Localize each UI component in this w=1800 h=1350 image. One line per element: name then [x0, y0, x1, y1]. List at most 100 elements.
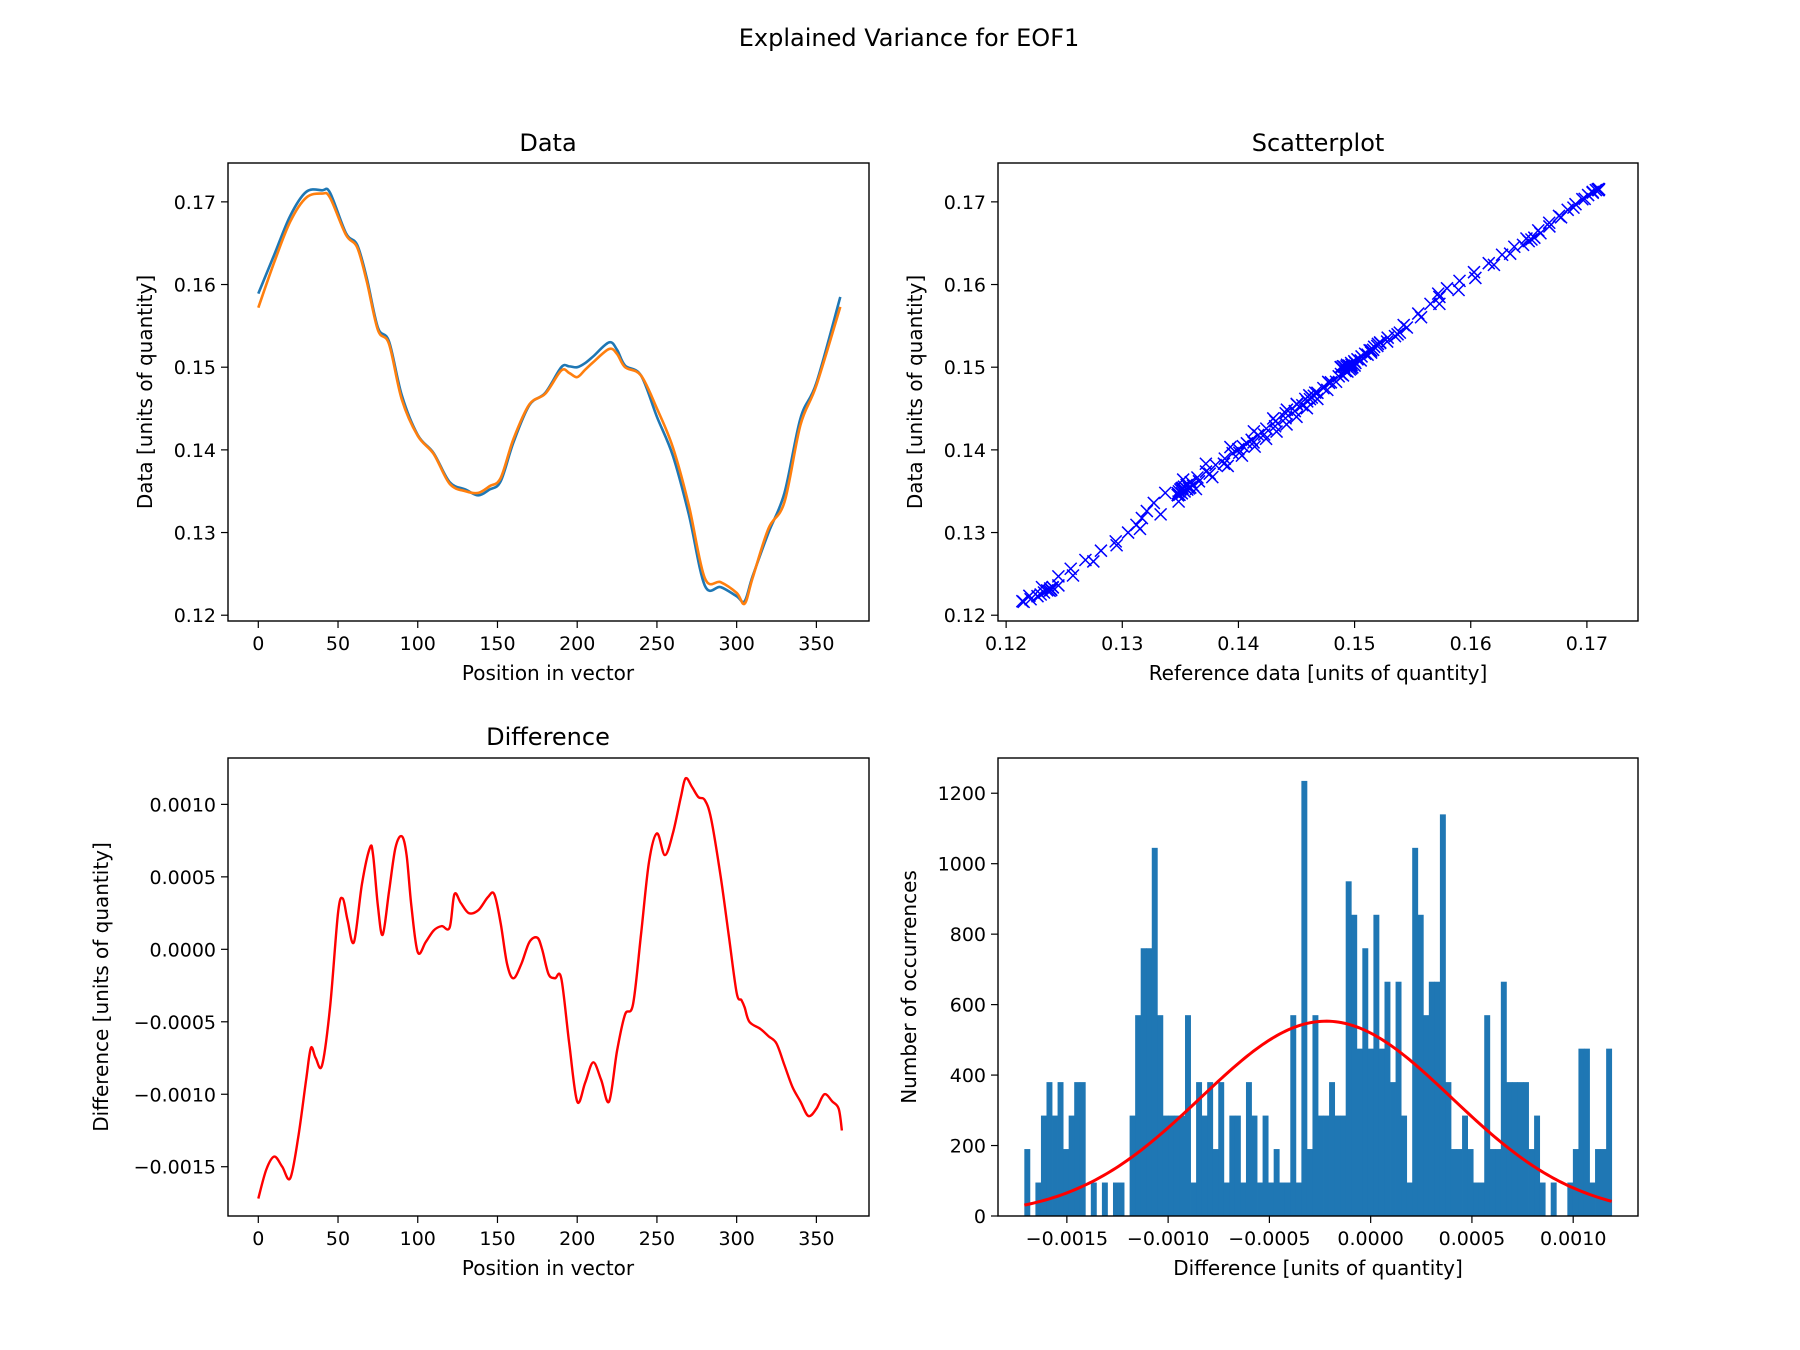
histogram-bar — [1295, 1182, 1302, 1216]
y-tick-label: 0 — [974, 1206, 986, 1228]
scatter-point — [1218, 452, 1232, 466]
histogram-bar — [1428, 981, 1435, 1216]
histogram-bar — [1101, 1182, 1108, 1216]
scatter-point — [1280, 403, 1294, 417]
scatter-point — [1280, 417, 1294, 431]
histogram-bar — [1445, 1082, 1452, 1216]
scatter-point — [1199, 457, 1213, 471]
scatter-point — [1086, 554, 1100, 568]
scatter-point — [1310, 386, 1324, 400]
scatter-point — [1235, 449, 1249, 463]
data-x-ticks: 0 50 100 150 200 250 300 350 — [252, 621, 835, 655]
difference-plot-frame — [227, 757, 870, 1217]
histogram-bar — [1589, 1182, 1596, 1216]
histogram-bar — [1179, 1115, 1186, 1216]
histogram-bar — [1450, 1149, 1457, 1216]
histogram-bar — [1068, 1115, 1075, 1216]
x-tick-label: 0.13 — [1101, 633, 1143, 655]
histogram-bar — [1406, 1182, 1413, 1216]
y-tick-label: 0.16 — [944, 275, 986, 297]
x-tick-label: 0.16 — [1450, 633, 1492, 655]
scatter-point — [1024, 592, 1038, 606]
histogram-bar — [1151, 847, 1158, 1216]
difference-x-axis-label: Position in vector — [462, 1256, 635, 1280]
scatter-point — [1266, 411, 1280, 425]
y-tick-label: 0.17 — [174, 192, 216, 214]
histogram-bar — [1423, 1015, 1430, 1216]
x-tick-label: 0 — [252, 1228, 264, 1250]
x-tick-label: 350 — [798, 633, 834, 655]
scatter-point — [1268, 419, 1282, 433]
histogram-y-axis-label: Number of occurrences — [897, 870, 921, 1104]
scatter-point — [1109, 534, 1123, 548]
x-tick-label: 0.0005 — [1439, 1228, 1505, 1250]
histogram-bar — [1500, 981, 1507, 1216]
histogram-bar — [1478, 1182, 1485, 1216]
normal-fit-line — [1024, 1019, 1613, 1207]
histogram-bar — [1173, 1115, 1180, 1216]
scatter-point — [1290, 397, 1304, 411]
histogram-bar — [1340, 1115, 1347, 1216]
x-tick-label: 0.17 — [1566, 633, 1608, 655]
scatter-point — [1221, 459, 1235, 473]
scatter-point — [1248, 440, 1262, 454]
histogram-bar — [1323, 1115, 1330, 1216]
scatter-plot-frame — [997, 162, 1639, 622]
histogram-bar — [1201, 1115, 1208, 1216]
histogram-bar — [1473, 1182, 1480, 1216]
histogram-bar — [1434, 981, 1441, 1216]
x-tick-label: 0.0000 — [1337, 1228, 1403, 1250]
scatter-point — [1554, 210, 1568, 224]
scatter-point — [1259, 432, 1273, 446]
histogram-bar — [1390, 1082, 1396, 1216]
histogram-plot: −0.0015 −0.0010 −0.0005 0.0000 0.0005 0.0010 … — [897, 757, 1639, 1280]
scatter-point — [1507, 240, 1521, 254]
histogram-bar — [1572, 1149, 1579, 1216]
data-y-axis-label: Data [units of quantity] — [133, 275, 157, 509]
histogram-bar — [1262, 1115, 1269, 1216]
scatter-plot-title: Scatterplot — [1252, 129, 1385, 157]
y-tick-label: 0.0005 — [150, 867, 216, 889]
histogram-bar — [1207, 1082, 1214, 1216]
scatter-point — [1231, 442, 1245, 456]
x-tick-label: 100 — [400, 1228, 436, 1250]
histogram-bar — [1489, 1149, 1496, 1216]
scatter-point — [1578, 192, 1592, 206]
histogram-bar — [1240, 1182, 1247, 1216]
data-series-2-line — [257, 191, 842, 606]
histogram-bar — [1196, 1082, 1203, 1216]
scatter-point — [1324, 375, 1338, 389]
scatter-points — [1015, 182, 1606, 609]
scatter-point — [1298, 392, 1312, 406]
histogram-bar — [1140, 948, 1147, 1216]
scatter-point — [1078, 553, 1092, 567]
scatter-point — [1022, 589, 1036, 603]
scatter-point — [1154, 507, 1168, 521]
x-tick-label: 150 — [479, 1228, 515, 1250]
histogram-bar — [1223, 1182, 1230, 1216]
histogram-bar — [1517, 1082, 1524, 1216]
scatter-point — [1094, 544, 1108, 558]
scatter-point — [1350, 352, 1365, 366]
scatter-point — [1110, 538, 1124, 552]
y-tick-label: −0.0010 — [134, 1084, 216, 1106]
histogram-fit-curve — [1024, 1019, 1613, 1207]
scatter-point — [1533, 226, 1547, 240]
x-tick-label: 0 — [252, 633, 264, 655]
histogram-bar — [1462, 1115, 1468, 1216]
scatter-point — [1176, 473, 1190, 487]
scatter-point — [1364, 344, 1378, 358]
scatter-point — [1257, 427, 1271, 442]
scatter-x-ticks: 0.12 0.13 0.14 0.15 0.16 0.17 — [985, 621, 1608, 655]
histogram-bar — [1345, 881, 1352, 1216]
y-tick-label: 0.16 — [174, 275, 216, 297]
scatter-point — [1381, 331, 1395, 345]
histogram-bar — [1550, 1182, 1557, 1216]
histogram-bar — [1395, 981, 1402, 1216]
histogram-bar — [1523, 1082, 1529, 1216]
scatter-point — [1516, 238, 1530, 252]
scatter-point — [1064, 562, 1078, 576]
histogram-bar — [1583, 1048, 1590, 1216]
scatter-point — [1135, 511, 1149, 525]
y-tick-label: 0.14 — [944, 440, 986, 462]
